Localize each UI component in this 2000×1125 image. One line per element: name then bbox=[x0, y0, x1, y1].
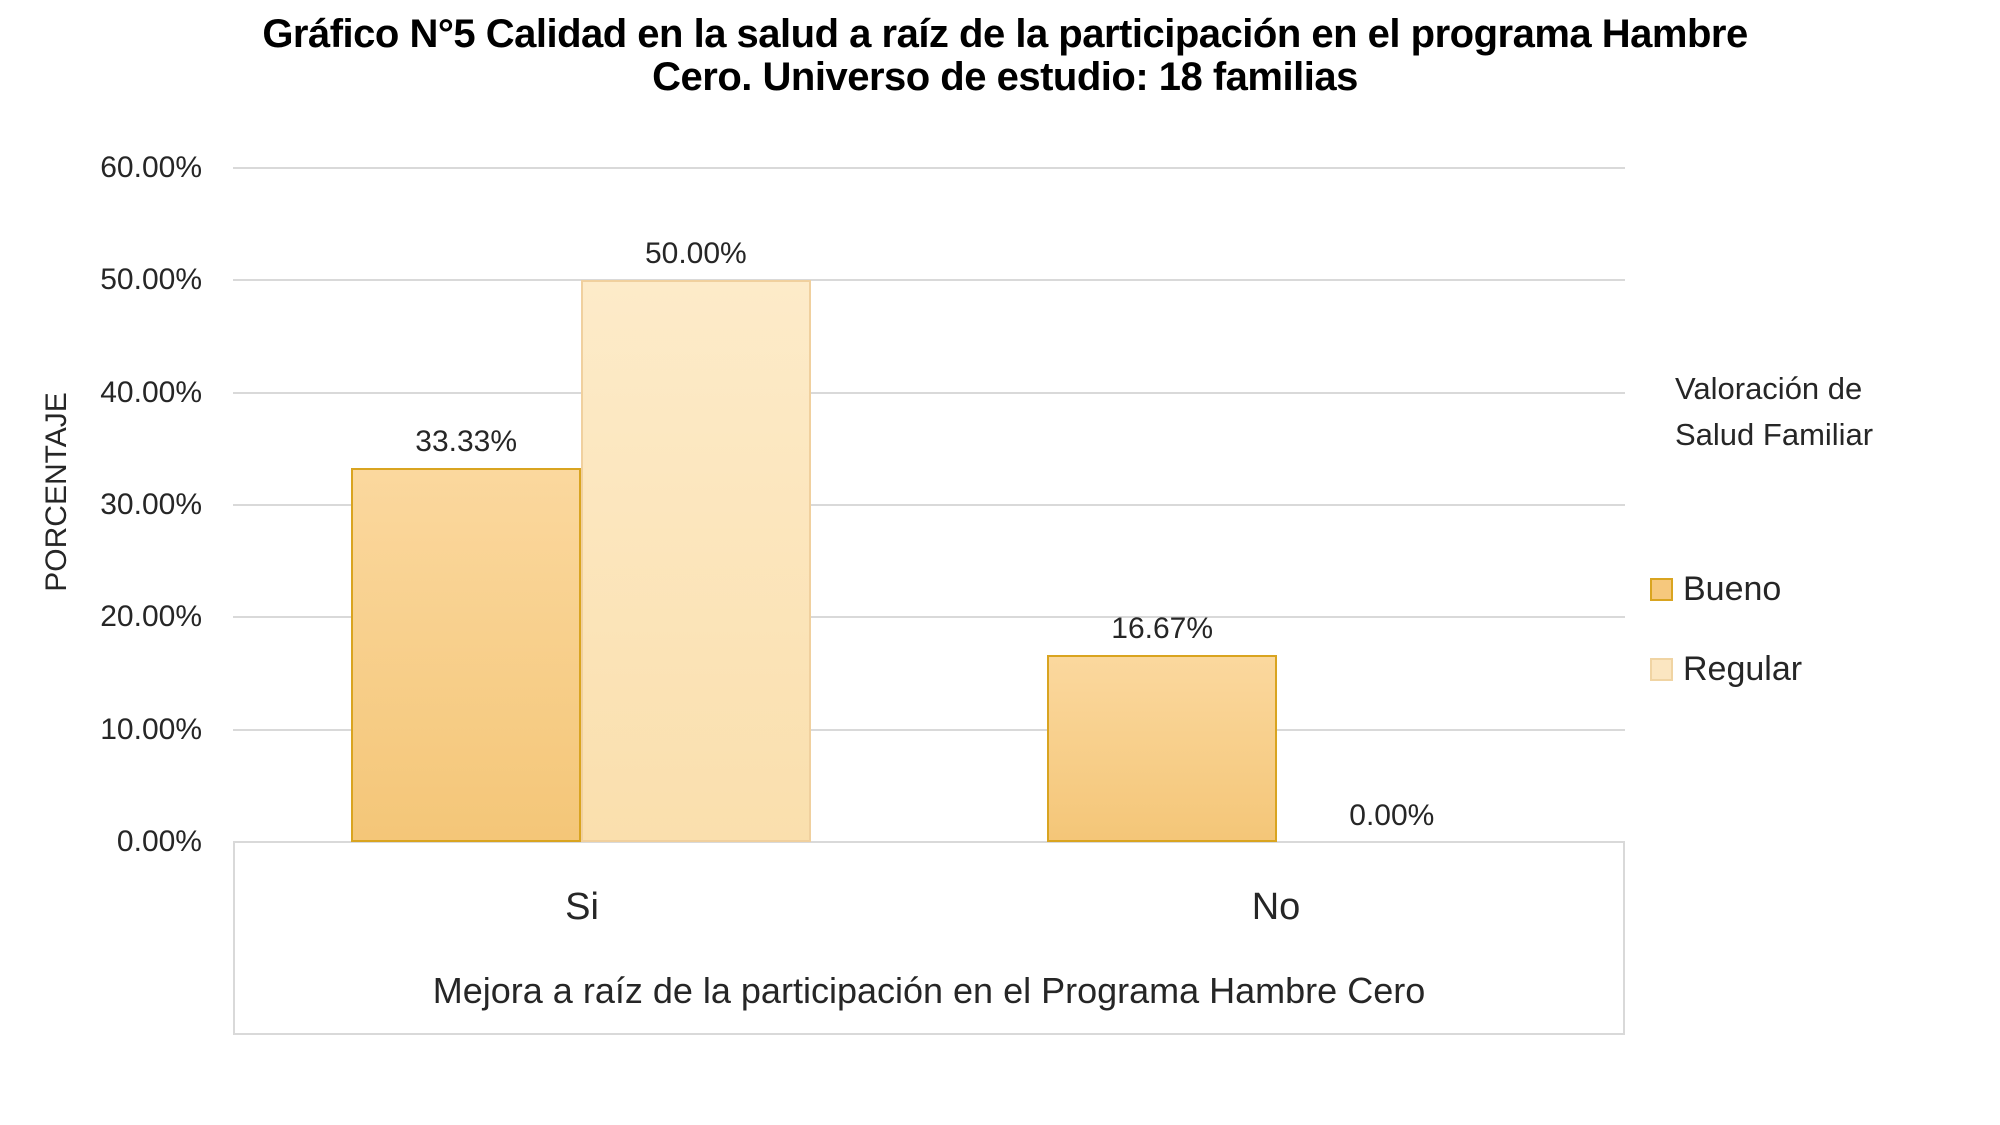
category-label-no: No bbox=[1251, 886, 1301, 928]
y-tick-label-60: 60.00% bbox=[100, 151, 202, 184]
bar-bueno-no bbox=[1047, 654, 1277, 842]
gridline-60 bbox=[233, 167, 1625, 169]
gridline-30 bbox=[233, 504, 1625, 506]
legend-swatch-regular bbox=[1650, 657, 1673, 681]
plot-area: 33.33% 50.00% 16.67% 0.00% bbox=[233, 167, 1625, 843]
bar-bueno-si bbox=[351, 467, 581, 842]
chart-title-line2: Cero. Universo de estudio: 18 familias bbox=[652, 55, 1358, 99]
gridline-10 bbox=[233, 728, 1625, 731]
y-tick-label-0: 0.00% bbox=[116, 825, 202, 858]
category-label-si: Si bbox=[565, 886, 599, 928]
y-tick-label-20: 20.00% bbox=[100, 600, 202, 634]
y-axis-ticks: 0.00% 10.00% 20.00% 30.00% 40.00% 50.00% 60.00… bbox=[0, 153, 202, 857]
y-tick-label-10: 10.00% bbox=[100, 712, 202, 746]
data-label-regular-si: 50.00% bbox=[644, 237, 747, 271]
legend-item-regular: Regular bbox=[1650, 652, 1802, 686]
data-label-bueno-si: 33.33% bbox=[415, 424, 518, 458]
gridline-50 bbox=[233, 279, 1625, 282]
bar-regular-si bbox=[581, 280, 811, 842]
gridline-40 bbox=[233, 391, 1625, 394]
gridline-20 bbox=[233, 616, 1625, 619]
x-axis-box: Mejora a raíz de la participación en el … bbox=[233, 842, 1625, 1035]
chart-title-line1: Gráfico N°5 Calidad en la salud a raíz d… bbox=[262, 12, 1748, 56]
legend-label-regular: Regular bbox=[1683, 650, 1803, 688]
legend-label-bueno: Bueno bbox=[1683, 570, 1782, 608]
y-tick-label-30: 30.00% bbox=[100, 488, 202, 521]
data-label-bueno-no: 16.67% bbox=[1111, 611, 1214, 645]
legend-title: Valoración de Salud Familiar bbox=[1675, 371, 1874, 452]
y-tick-label-40: 40.00% bbox=[100, 375, 202, 409]
legend-swatch-bueno bbox=[1650, 577, 1673, 601]
data-label-regular-no: 0.00% bbox=[1349, 799, 1435, 832]
y-tick-label-50: 50.00% bbox=[100, 263, 202, 297]
x-axis-title: Mejora a raíz de la participación en el … bbox=[432, 970, 1426, 1011]
gridline-0 bbox=[233, 841, 1625, 843]
chart-title: Gráfico N°5 Calidad en la salud a raíz d… bbox=[105, 13, 1905, 99]
legend-item-bueno: Bueno bbox=[1650, 572, 1781, 606]
